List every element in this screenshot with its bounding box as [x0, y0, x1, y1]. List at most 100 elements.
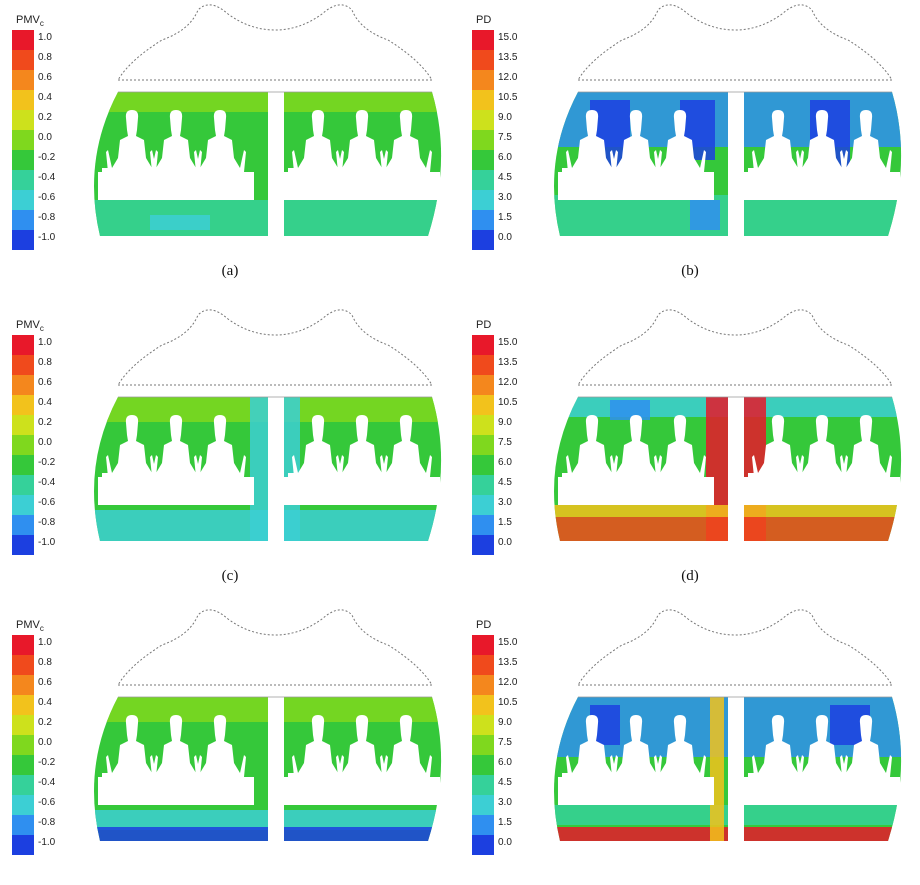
cabin-cross-section: [94, 4, 442, 242]
field-patch: [94, 827, 442, 841]
legend-swatch: [12, 715, 34, 735]
legend-title: PMVc: [16, 619, 44, 634]
seat-row: [102, 473, 238, 503]
legend-tick-label: 7.5: [498, 737, 512, 748]
panel-b: PD 15.0 13.5 12.0 10.5 9.0 7.5 6.0 4.5 3.0 1.5 0.0 (…: [460, 0, 920, 280]
aisle: [728, 397, 744, 547]
legend-tick-label: 13.5: [498, 52, 518, 63]
panel-f: PD 15.0 13.5 12.0 10.5 9.0 7.5 6.0 4.5 3.0 1.5 0.0: [460, 605, 920, 885]
legend-swatch: [472, 675, 494, 695]
field-patch: [690, 200, 720, 230]
color-legend: PD 15.0 13.5 12.0 10.5 9.0 7.5 6.0 4.5 3.0 1.5 0.0: [472, 319, 532, 555]
legend-tick-label: 1.5: [498, 517, 512, 528]
legend-title: PMVc: [16, 319, 44, 334]
legend-swatch: [472, 415, 494, 435]
seat-row: [748, 168, 884, 198]
legend-swatch: [12, 335, 34, 355]
legend-swatch: [12, 695, 34, 715]
field-patch: [554, 195, 902, 236]
legend-swatch: [472, 775, 494, 795]
legend-tick-label: 1.0: [38, 637, 52, 648]
field-patch: [150, 215, 210, 230]
legend-swatch: [12, 755, 34, 775]
legend-swatch: [472, 335, 494, 355]
legend-swatch: [12, 835, 34, 855]
legend-swatch: [472, 50, 494, 70]
legend-tick-label: 0.0: [498, 232, 512, 243]
legend-swatch: [472, 375, 494, 395]
legend-swatch: [472, 110, 494, 130]
legend-swatch: [12, 375, 34, 395]
legend-tick-label: 4.5: [498, 477, 512, 488]
legend-tick-label: -1.0: [38, 232, 56, 243]
legend-swatch: [12, 170, 34, 190]
seat-row: [288, 473, 424, 503]
legend-tick-label: 4.5: [498, 172, 512, 183]
legend-swatch: [472, 735, 494, 755]
legend-tick-label: 0.0: [498, 837, 512, 848]
color-legend: PD 15.0 13.5 12.0 10.5 9.0 7.5 6.0 4.5 3.0 1.5 0.0: [472, 14, 532, 250]
legend-swatch: [12, 455, 34, 475]
legend-swatch: [472, 70, 494, 90]
legend-swatch: [472, 515, 494, 535]
legend-tick-label: 0.2: [38, 717, 52, 728]
legend-swatch: [12, 475, 34, 495]
legend-swatch: [472, 835, 494, 855]
legend-swatch: [12, 230, 34, 250]
legend-tick-label: 1.5: [498, 817, 512, 828]
seat-row: [562, 168, 698, 198]
legend-tick-label: -0.8: [38, 212, 56, 223]
legend-tick-label: 0.8: [38, 357, 52, 368]
legend-swatch: [472, 475, 494, 495]
legend-swatch: [12, 190, 34, 210]
legend-tick-label: 0.6: [38, 72, 52, 83]
legend-title: PD: [476, 319, 492, 331]
legend-swatch: [472, 210, 494, 230]
legend-tick-label: -0.6: [38, 797, 56, 808]
legend-swatch: [472, 395, 494, 415]
cabin-upper-outline: [577, 309, 893, 386]
legend-swatch: [472, 435, 494, 455]
legend-tick-label: 0.0: [38, 437, 52, 448]
legend-swatch: [472, 655, 494, 675]
legend-swatch: [472, 495, 494, 515]
legend-swatch: [12, 515, 34, 535]
legend-swatch: [12, 775, 34, 795]
legend-tick-label: 10.5: [498, 697, 518, 708]
aisle: [728, 92, 744, 242]
legend-swatch: [472, 535, 494, 555]
legend-tick-label: 12.0: [498, 72, 518, 83]
legend-swatch: [12, 30, 34, 50]
legend-swatch: [472, 190, 494, 210]
field-patch: [554, 805, 902, 825]
legend-tick-label: 0.8: [38, 52, 52, 63]
legend-tick-label: 15.0: [498, 637, 518, 648]
legend-tick-label: 13.5: [498, 657, 518, 668]
legend-tick-label: 1.0: [38, 337, 52, 348]
legend-swatch: [12, 70, 34, 90]
seat-row: [748, 473, 884, 503]
legend-swatch: [472, 150, 494, 170]
legend-tick-label: 12.0: [498, 677, 518, 688]
legend-tick-label: -0.4: [38, 172, 56, 183]
legend-tick-label: 0.4: [38, 697, 52, 708]
field-patch: [554, 517, 902, 541]
aisle: [268, 397, 284, 547]
legend-tick-label: 7.5: [498, 132, 512, 143]
legend-tick-label: 1.0: [38, 32, 52, 43]
legend-swatch: [12, 210, 34, 230]
legend-tick-label: 10.5: [498, 92, 518, 103]
legend-swatch: [12, 110, 34, 130]
field-patch: [610, 400, 650, 420]
legend-swatch: [12, 735, 34, 755]
field-patch: [710, 697, 724, 841]
legend-swatch: [472, 715, 494, 735]
cabin-cross-section: [94, 609, 442, 847]
legend-swatch: [12, 150, 34, 170]
legend-tick-label: 12.0: [498, 377, 518, 388]
legend-swatch: [472, 130, 494, 150]
cabin-cross-section: [94, 309, 442, 547]
cabin-upper-outline: [117, 609, 433, 686]
legend-tick-label: -0.4: [38, 477, 56, 488]
legend-swatch: [472, 635, 494, 655]
